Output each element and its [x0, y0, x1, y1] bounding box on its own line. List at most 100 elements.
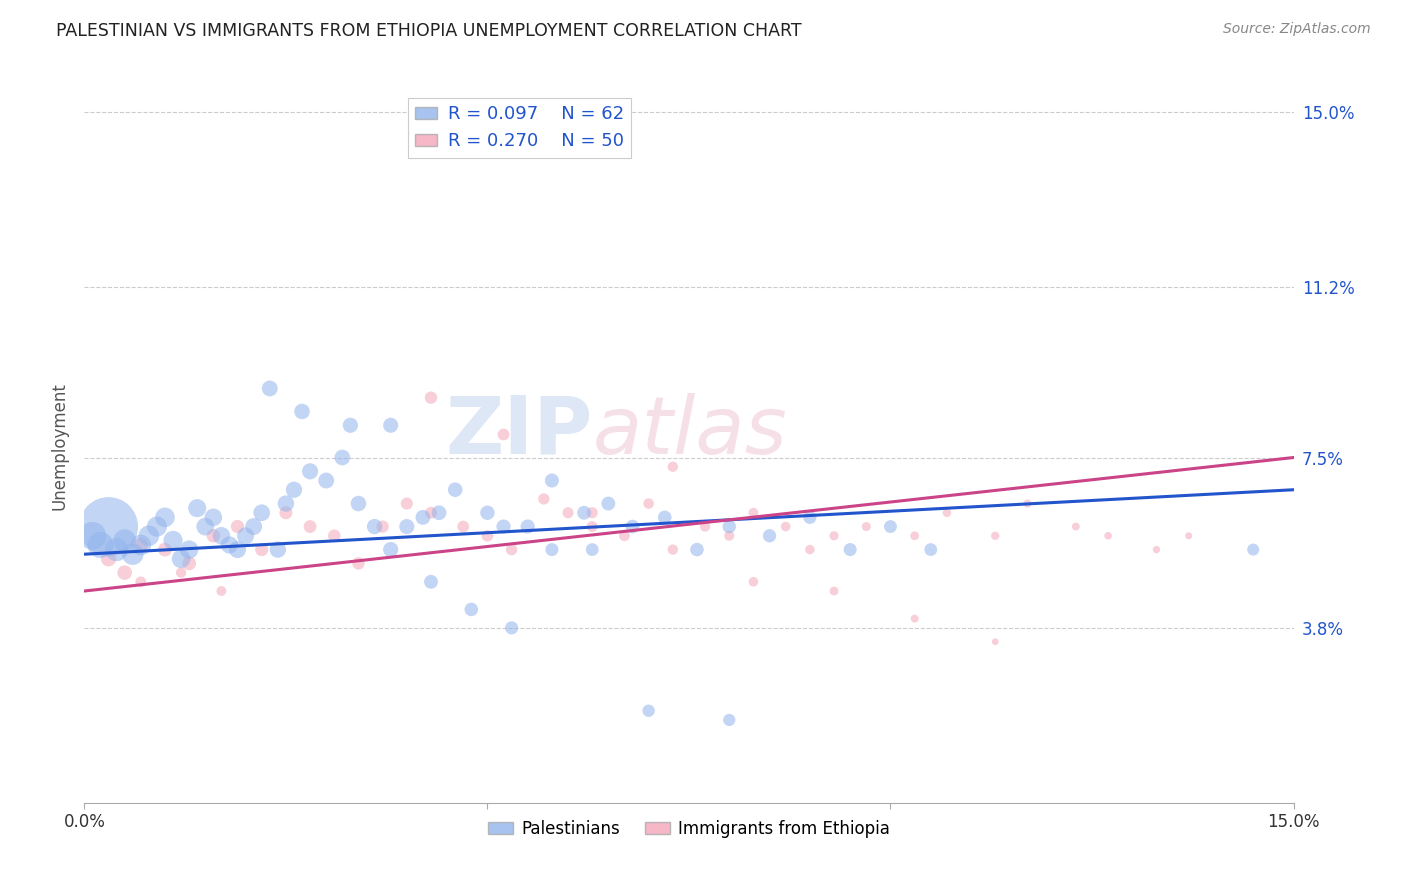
Point: [533, 491, 555, 506]
Point: [775, 519, 797, 533]
Text: Source: ZipAtlas.com: Source: ZipAtlas.com: [1223, 22, 1371, 37]
Point: [662, 459, 685, 474]
Point: [194, 519, 217, 533]
Point: [347, 497, 370, 511]
Point: [1146, 542, 1168, 557]
Point: [363, 519, 385, 533]
Point: [581, 519, 603, 533]
Point: [477, 506, 499, 520]
Point: [1064, 519, 1087, 533]
Point: [879, 519, 901, 533]
Point: [984, 529, 1007, 543]
Point: [82, 529, 104, 543]
Point: [371, 519, 394, 533]
Point: [477, 529, 499, 543]
Point: [162, 533, 184, 548]
Point: [202, 529, 225, 543]
Point: [129, 538, 152, 552]
Point: [420, 574, 443, 589]
Point: [654, 510, 676, 524]
Point: [718, 529, 741, 543]
Point: [460, 602, 482, 616]
Point: [226, 519, 249, 533]
Point: [323, 529, 346, 543]
Point: [395, 497, 418, 511]
Point: [718, 519, 741, 533]
Text: atlas: atlas: [592, 392, 787, 471]
Point: [395, 519, 418, 533]
Point: [242, 519, 264, 533]
Point: [1177, 529, 1199, 543]
Point: [444, 483, 467, 497]
Point: [693, 519, 716, 533]
Y-axis label: Unemployment: Unemployment: [51, 382, 69, 510]
Point: [1017, 497, 1039, 511]
Point: [718, 713, 741, 727]
Point: [935, 506, 957, 520]
Point: [105, 542, 128, 557]
Point: [492, 427, 515, 442]
Text: ZIP: ZIP: [444, 392, 592, 471]
Point: [492, 519, 515, 533]
Point: [186, 501, 208, 516]
Point: [621, 519, 644, 533]
Point: [637, 704, 659, 718]
Point: [259, 381, 281, 395]
Point: [114, 566, 136, 580]
Legend: Palestinians, Immigrants from Ethiopia: Palestinians, Immigrants from Ethiopia: [481, 814, 897, 845]
Point: [380, 542, 402, 557]
Point: [1241, 542, 1264, 557]
Point: [274, 497, 297, 511]
Point: [97, 519, 120, 533]
Point: [572, 506, 595, 520]
Point: [250, 506, 273, 520]
Point: [686, 542, 709, 557]
Point: [267, 542, 290, 557]
Point: [557, 506, 579, 520]
Point: [501, 621, 523, 635]
Point: [855, 519, 877, 533]
Point: [283, 483, 305, 497]
Point: [904, 612, 927, 626]
Point: [758, 529, 780, 543]
Point: [598, 497, 620, 511]
Point: [179, 557, 201, 571]
Point: [347, 557, 370, 571]
Point: [146, 519, 169, 533]
Point: [581, 542, 603, 557]
Point: [315, 474, 337, 488]
Point: [380, 418, 402, 433]
Point: [420, 506, 443, 520]
Point: [170, 551, 193, 566]
Point: [138, 529, 160, 543]
Point: [89, 538, 111, 552]
Point: [427, 506, 450, 520]
Point: [662, 542, 685, 557]
Point: [179, 542, 201, 557]
Point: [742, 506, 765, 520]
Point: [339, 418, 361, 433]
Point: [274, 506, 297, 520]
Point: [209, 529, 232, 543]
Point: [226, 542, 249, 557]
Point: [209, 584, 232, 599]
Point: [823, 584, 845, 599]
Point: [129, 538, 152, 552]
Point: [799, 542, 821, 557]
Point: [330, 450, 353, 465]
Point: [516, 519, 538, 533]
Point: [299, 464, 322, 478]
Point: [904, 529, 927, 543]
Point: [299, 519, 322, 533]
Point: [291, 404, 314, 418]
Point: [823, 529, 845, 543]
Point: [541, 542, 564, 557]
Point: [235, 529, 257, 543]
Point: [613, 529, 636, 543]
Point: [97, 551, 120, 566]
Point: [501, 542, 523, 557]
Point: [451, 519, 474, 533]
Point: [1097, 529, 1119, 543]
Point: [218, 538, 240, 552]
Point: [250, 542, 273, 557]
